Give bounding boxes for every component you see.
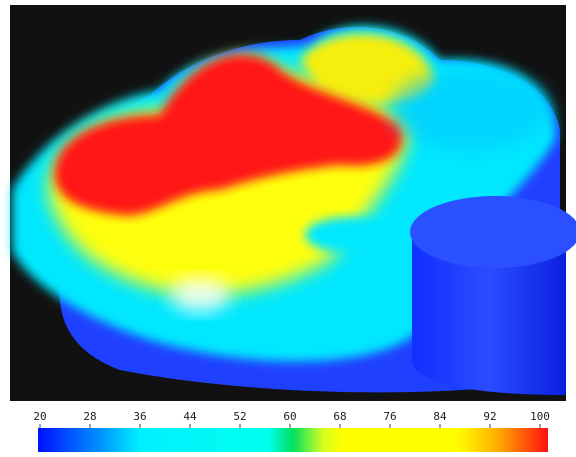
- colorbar-tick-label: 28: [83, 410, 96, 423]
- colorbar-tick-label: 100: [530, 410, 550, 423]
- colorbar-tick-label: 52: [233, 410, 246, 423]
- page: 20 28 36 44 52 60 68 76 84 92 100: [0, 0, 576, 457]
- colorbar-tick-label: 68: [333, 410, 346, 423]
- colorbar-tick-label: 44: [183, 410, 197, 423]
- colorbar-tick-label: 60: [283, 410, 296, 423]
- colorbar-tick-label: 92: [483, 410, 496, 423]
- colorbar: [38, 428, 548, 452]
- cylinder: [410, 196, 576, 395]
- colorbar-tick-label: 36: [133, 410, 146, 423]
- colorbar-tick-label: 76: [383, 410, 396, 423]
- render-view: 20 28 36 44 52 60 68 76 84 92 100: [0, 0, 576, 457]
- colorbar-tick-label: 84: [433, 410, 447, 423]
- colorbar-tick-label: 20: [33, 410, 46, 423]
